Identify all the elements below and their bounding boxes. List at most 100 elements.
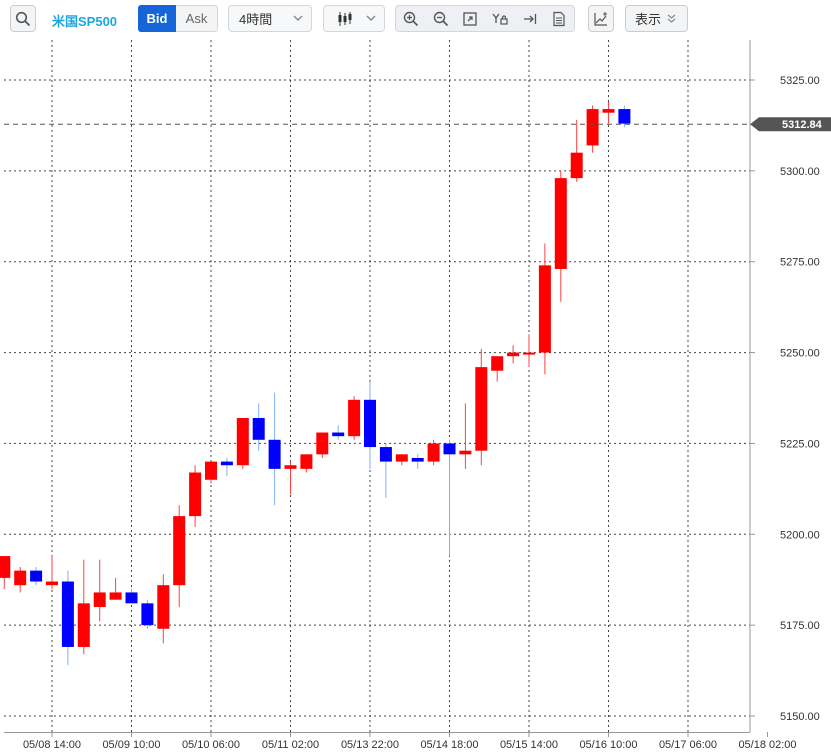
y-tick-label: 5175.00 <box>780 620 820 632</box>
candle-body <box>61 581 74 647</box>
candle-body <box>77 603 90 647</box>
candle[interactable] <box>300 454 313 473</box>
candle-body <box>220 461 233 466</box>
candle-body <box>586 109 599 146</box>
y-tick-label: 5150.00 <box>780 711 820 723</box>
candle[interactable] <box>379 443 392 498</box>
candle-body <box>379 447 392 462</box>
lock-price-icon <box>492 13 508 25</box>
candle[interactable] <box>93 559 106 622</box>
chart-type-select[interactable] <box>323 5 385 32</box>
candle-body <box>14 570 27 586</box>
candle-body <box>538 265 551 353</box>
display-button[interactable]: 表示 <box>625 5 688 32</box>
candle[interactable] <box>586 105 599 153</box>
x-tick-label: 05/08 14:00 <box>23 739 81 751</box>
candle[interactable] <box>268 392 281 506</box>
candle[interactable] <box>602 101 615 124</box>
jump-latest-icon <box>523 13 536 24</box>
x-tick-label: 05/16 10:00 <box>579 739 637 751</box>
zoom-in-icon <box>403 11 418 26</box>
candle[interactable] <box>491 356 504 382</box>
candle[interactable] <box>459 403 472 469</box>
candle[interactable] <box>332 425 345 440</box>
candle[interactable] <box>570 119 583 182</box>
candle-body <box>618 109 631 124</box>
candle-body <box>332 432 345 437</box>
candle[interactable] <box>46 556 58 589</box>
candle[interactable] <box>220 457 233 477</box>
candle[interactable] <box>618 105 631 128</box>
timeframe-select[interactable]: 4時間 <box>228 5 312 32</box>
candle[interactable] <box>125 588 138 604</box>
current-price-label: 5312.84 <box>782 119 823 131</box>
candle[interactable] <box>109 577 122 600</box>
candle[interactable] <box>475 348 488 466</box>
search-icon <box>15 11 31 26</box>
candle[interactable] <box>554 170 567 302</box>
candlestick-icon <box>338 11 352 26</box>
zoom-out-button[interactable] <box>426 6 456 31</box>
candle[interactable] <box>395 454 408 466</box>
add-indicator-button[interactable] <box>588 5 614 32</box>
candle-body <box>284 465 297 469</box>
candle[interactable] <box>252 403 265 451</box>
x-tick-label: 05/14 18:00 <box>420 739 478 751</box>
candlestick-chart[interactable]: 5312.84 5150.00 5175.00 5200.00 5225.00 5250… <box>0 40 831 754</box>
candle[interactable] <box>189 465 202 528</box>
current-price-tag <box>750 117 831 132</box>
candle-body <box>157 585 170 629</box>
candle-body <box>507 352 520 357</box>
jump-latest-button[interactable] <box>515 6 545 31</box>
candle[interactable] <box>523 334 535 368</box>
current-price-line: 5312.84 <box>4 117 831 132</box>
lock-price-button[interactable] <box>485 6 515 31</box>
candle[interactable] <box>443 439 456 557</box>
candle[interactable] <box>316 432 329 458</box>
candle[interactable] <box>61 570 74 666</box>
candle[interactable] <box>14 566 27 593</box>
grid-lines <box>4 40 750 732</box>
candle-body <box>523 352 535 355</box>
candle-body <box>268 439 281 469</box>
candle-body <box>205 461 217 480</box>
symbol-label[interactable]: 米国SP500 <box>52 14 118 29</box>
x-tick-label: 05/13 22:00 <box>341 739 399 751</box>
candle-body <box>491 356 504 371</box>
bid-toggle[interactable]: Bid <box>138 5 176 32</box>
search-button[interactable] <box>10 5 36 32</box>
candle-body <box>173 516 186 586</box>
candle[interactable] <box>157 574 170 644</box>
candle[interactable] <box>0 556 11 589</box>
y-tick-label: 5275.00 <box>780 257 820 269</box>
candle-body <box>411 457 424 462</box>
candle[interactable] <box>411 454 424 469</box>
ask-toggle[interactable]: Ask <box>176 5 218 32</box>
candle-body <box>554 178 567 269</box>
candle[interactable] <box>507 345 520 364</box>
x-axis: 05/08 14:00 05/09 10:00 05/10 06:00 05/11 0… <box>4 732 797 751</box>
candle-body <box>475 367 488 451</box>
fit-button[interactable] <box>455 6 485 31</box>
candle[interactable] <box>284 461 297 495</box>
candles <box>0 101 631 666</box>
candle[interactable] <box>173 505 186 607</box>
y-tick-label: 5200.00 <box>780 529 820 541</box>
candle[interactable] <box>236 417 249 469</box>
candle[interactable] <box>77 559 90 655</box>
candle-body <box>395 454 408 462</box>
candle[interactable] <box>30 566 43 586</box>
candle-body <box>109 592 122 600</box>
x-tick-label: 05/09 10:00 <box>102 739 160 751</box>
candle[interactable] <box>348 396 361 440</box>
candle[interactable] <box>205 461 217 484</box>
document-button[interactable] <box>544 6 574 31</box>
candle[interactable] <box>141 599 154 629</box>
candle[interactable] <box>538 243 551 375</box>
candle-body <box>300 454 313 469</box>
candle[interactable] <box>364 381 376 469</box>
double-chevron-down-icon <box>667 14 676 23</box>
chart-toolbar: 米国SP500 Bid Ask 4時間 <box>0 0 831 40</box>
candle[interactable] <box>427 439 440 466</box>
zoom-in-button[interactable] <box>396 6 426 31</box>
